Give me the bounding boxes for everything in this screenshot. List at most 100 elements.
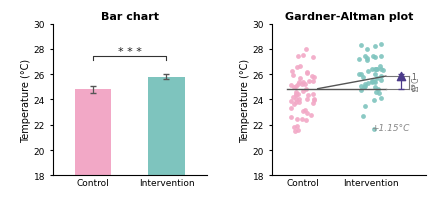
- Point: [303, 71, 310, 74]
- Point: [292, 101, 299, 104]
- Title: Gardner-Altman plot: Gardner-Altman plot: [284, 12, 412, 22]
- Point: [371, 81, 378, 84]
- Point: [294, 83, 301, 86]
- Point: [357, 85, 364, 88]
- Point: [299, 54, 306, 57]
- Point: [303, 72, 310, 75]
- Point: [304, 94, 311, 97]
- Point: [309, 80, 316, 84]
- Point: [375, 65, 382, 68]
- Point: [357, 73, 364, 76]
- Point: [298, 81, 305, 84]
- Point: [286, 84, 293, 87]
- Y-axis label: Temperature (°C): Temperature (°C): [239, 58, 249, 142]
- Point: [299, 90, 306, 93]
- Point: [367, 68, 374, 72]
- Point: [360, 85, 367, 89]
- Point: [290, 86, 297, 90]
- Point: [370, 68, 377, 71]
- Point: [371, 45, 378, 49]
- Point: [298, 82, 305, 86]
- Point: [371, 73, 378, 76]
- Point: [290, 130, 297, 133]
- Point: [310, 98, 317, 101]
- Point: [358, 115, 365, 118]
- Point: [310, 76, 317, 79]
- Point: [287, 107, 294, 110]
- Text: +1.15°C: +1.15°C: [370, 123, 409, 132]
- Point: [364, 70, 371, 73]
- Point: [293, 129, 300, 132]
- Text: * * *: * * *: [117, 47, 141, 57]
- Point: [300, 83, 307, 87]
- Point: [368, 81, 375, 84]
- Point: [360, 55, 367, 59]
- Point: [364, 82, 371, 85]
- Point: [370, 80, 377, 83]
- Text: Δ°C: Δ°C: [411, 76, 420, 90]
- Point: [294, 81, 301, 84]
- Title: Bar chart: Bar chart: [101, 12, 159, 22]
- Point: [292, 85, 299, 89]
- Point: [371, 86, 378, 89]
- Point: [372, 91, 379, 95]
- Point: [289, 96, 296, 99]
- Point: [296, 77, 303, 80]
- Text: 0: 0: [410, 85, 415, 94]
- Point: [362, 57, 369, 60]
- Point: [293, 118, 300, 121]
- Point: [289, 74, 296, 77]
- Point: [298, 118, 305, 121]
- Point: [292, 66, 299, 69]
- Point: [302, 88, 309, 91]
- Point: [358, 76, 365, 79]
- Point: [371, 68, 378, 71]
- Point: [303, 112, 310, 115]
- Point: [291, 91, 298, 94]
- Point: [287, 100, 294, 103]
- Point: [294, 93, 301, 96]
- Point: [302, 119, 309, 123]
- Point: [357, 44, 364, 47]
- Point: [292, 92, 299, 96]
- Point: [372, 76, 379, 80]
- Point: [368, 80, 375, 83]
- Point: [373, 68, 380, 72]
- Point: [377, 44, 384, 47]
- Point: [360, 85, 367, 88]
- Point: [370, 99, 377, 102]
- Point: [377, 97, 384, 101]
- Point: [301, 109, 308, 113]
- Point: [307, 74, 314, 78]
- Point: [397, 75, 404, 78]
- Bar: [74, 90, 111, 204]
- Point: [376, 55, 383, 58]
- Point: [303, 98, 310, 101]
- Point: [357, 89, 364, 92]
- Point: [360, 104, 367, 108]
- Point: [290, 103, 297, 106]
- Point: [307, 114, 314, 117]
- Point: [368, 55, 375, 59]
- Point: [299, 110, 306, 113]
- Point: [371, 56, 378, 60]
- Point: [309, 93, 316, 96]
- Point: [288, 70, 295, 73]
- Point: [374, 92, 381, 95]
- Point: [295, 101, 302, 104]
- Point: [369, 128, 376, 131]
- Point: [355, 59, 362, 62]
- Point: [295, 98, 302, 101]
- Point: [354, 73, 361, 76]
- Point: [376, 79, 383, 82]
- Point: [296, 65, 303, 68]
- Point: [374, 88, 381, 91]
- Point: [290, 125, 297, 129]
- Point: [376, 68, 383, 71]
- Y-axis label: Temperature (°C): Temperature (°C): [21, 58, 31, 142]
- Point: [287, 116, 294, 119]
- Point: [293, 124, 300, 128]
- Text: 1: 1: [410, 72, 414, 81]
- Point: [361, 83, 368, 86]
- Point: [310, 99, 317, 103]
